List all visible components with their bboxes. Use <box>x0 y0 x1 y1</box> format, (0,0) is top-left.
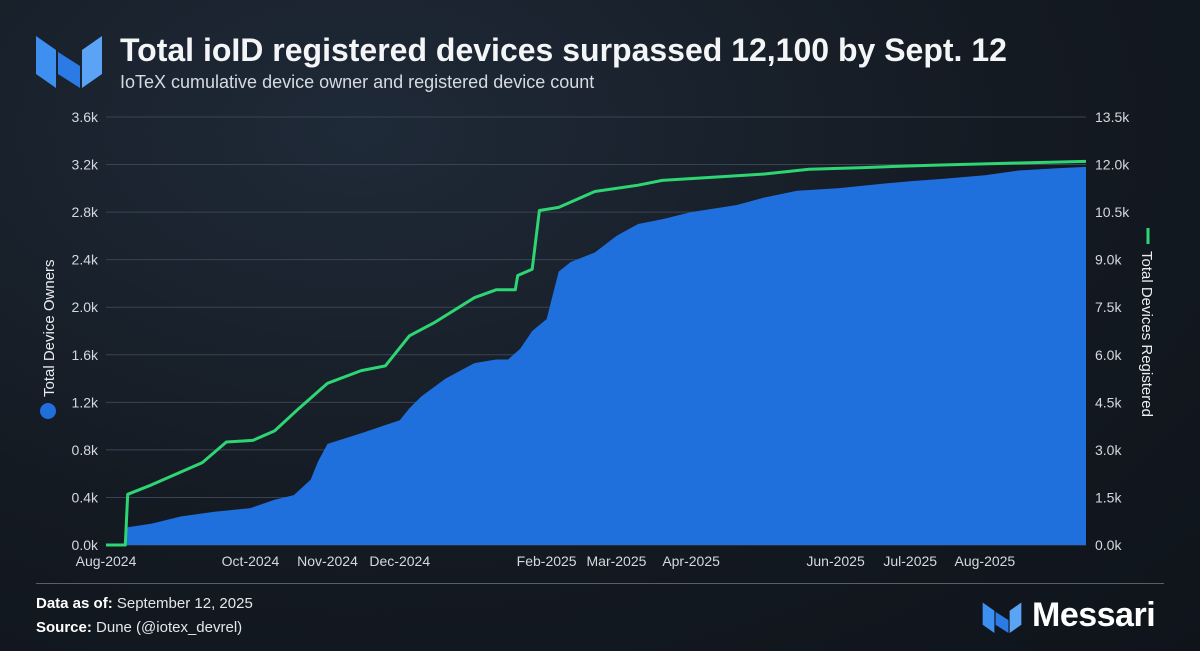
y-right-tick-label: 9.0k <box>1095 252 1122 268</box>
owners-area-series <box>106 166 1086 545</box>
y-right-tick-label: 10.5k <box>1095 204 1130 220</box>
y-left-tick-label: 3.6k <box>72 109 99 125</box>
y-left-tick-label: 2.8k <box>72 204 99 220</box>
x-tick-label: Jul-2025 <box>883 553 937 569</box>
data-as-of-value: September 12, 2025 <box>116 595 253 612</box>
brand: Messari <box>982 596 1156 635</box>
y-right-tick-label: 3.0k <box>1095 442 1122 458</box>
x-tick-label: Apr-2025 <box>662 553 720 569</box>
source-value: Dune (@iotex_devrel) <box>96 619 243 636</box>
x-tick-label: Jun-2025 <box>806 553 865 569</box>
chart-title: Total ioID registered devices surpassed … <box>120 32 1007 68</box>
y-left-tick-label: 0.4k <box>72 489 99 505</box>
y-left-tick-label: 2.4k <box>72 252 99 268</box>
y-right-axis-label: Total Devices Registered <box>1138 251 1155 417</box>
y-right-tick-label: 0.0k <box>1095 537 1122 553</box>
y-left-tick-label: 1.2k <box>72 394 99 410</box>
x-tick-label: Feb-2025 <box>517 553 577 569</box>
messari-logo-icon <box>36 36 102 88</box>
y-right-tick-label: 13.5k <box>1095 109 1130 125</box>
data-as-of-label: Data as of: <box>36 595 113 612</box>
y-right-axis-title: Total Devices Registered <box>1138 228 1155 417</box>
y-right-tick-label: 7.5k <box>1095 299 1122 315</box>
owners-legend-swatch <box>40 403 56 419</box>
chart-area: 0.0k 0.4k 0.8k 1.2k 1.6k 2.0k 2.4k 2.8k 3.2k 3.6k… <box>40 109 1155 569</box>
y-left-axis-title: Total Device Owners <box>40 259 58 419</box>
messari-brand-icon <box>982 602 1022 633</box>
y-left-tick-label: 2.0k <box>72 299 99 315</box>
x-tick-label: Mar-2025 <box>587 553 647 569</box>
x-tick-label: Oct-2024 <box>222 553 280 569</box>
y-left-tick-label: 0.0k <box>72 537 99 553</box>
y-left-tick-label: 1.6k <box>72 347 99 363</box>
x-tick-label: Dec-2024 <box>369 553 430 569</box>
source: Source: Dune (@iotex_devrel) <box>36 619 242 636</box>
y-right-tick-label: 1.5k <box>1095 489 1122 505</box>
chart-subtitle: IoTeX cumulative device owner and regist… <box>120 72 595 92</box>
x-tick-label: Aug-2024 <box>76 553 137 569</box>
data-as-of: Data as of: September 12, 2025 <box>36 595 253 612</box>
y-right-tick-label: 6.0k <box>1095 347 1122 363</box>
y-left-tick-label: 3.2k <box>72 157 99 173</box>
footer-divider <box>36 583 1164 584</box>
y-left-tick-label: 0.8k <box>72 442 99 458</box>
x-tick-label: Nov-2024 <box>297 553 358 569</box>
y-right-tick-label: 4.5k <box>1095 394 1122 410</box>
y-left-axis-label: Total Device Owners <box>41 259 58 397</box>
x-tick-label: Aug-2025 <box>955 553 1016 569</box>
y-right-tick-label: 12.0k <box>1095 157 1130 173</box>
brand-name: Messari <box>1032 596 1156 634</box>
devices-line-series <box>106 159 1087 547</box>
source-label: Source: <box>36 619 92 636</box>
